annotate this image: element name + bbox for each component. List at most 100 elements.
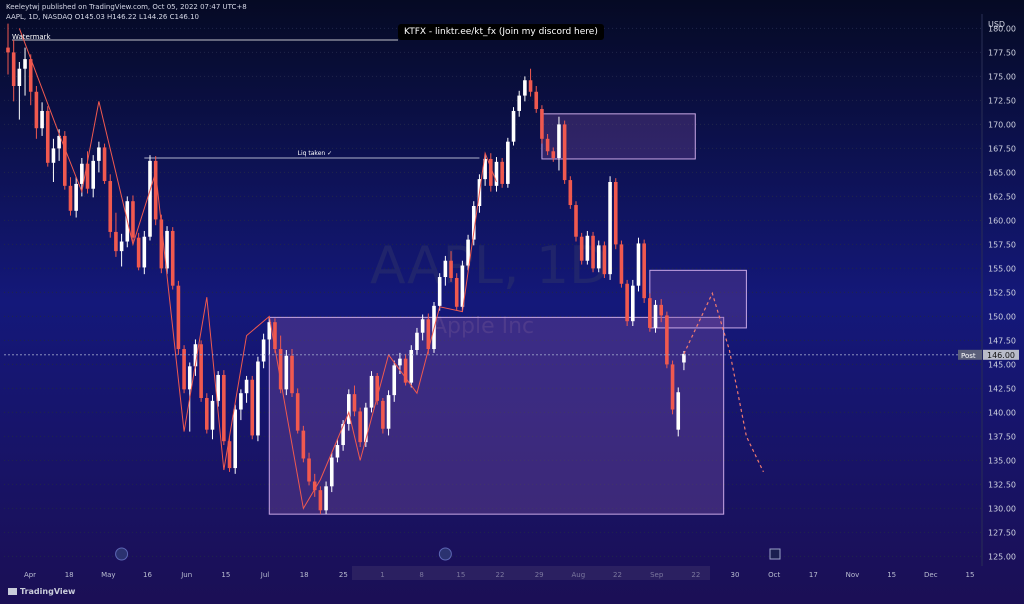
candle-body[interactable] [409, 350, 414, 383]
candle-body[interactable] [511, 110, 516, 142]
candle-body[interactable] [471, 206, 476, 240]
candle-body[interactable] [74, 183, 78, 211]
candle-body[interactable] [28, 59, 33, 92]
candle-body[interactable] [676, 392, 681, 430]
candle-body[interactable] [426, 319, 431, 350]
candle-body[interactable] [17, 68, 22, 86]
candle-body[interactable] [182, 349, 186, 390]
candle-body[interactable] [602, 245, 607, 275]
candle-body[interactable] [341, 423, 345, 446]
candle-body[interactable] [648, 298, 652, 328]
candle-body[interactable] [40, 110, 44, 129]
candle-body[interactable] [176, 285, 181, 350]
candle-body[interactable] [665, 315, 669, 365]
candle-body[interactable] [631, 285, 635, 322]
candle-body[interactable] [386, 395, 391, 429]
candle-body[interactable] [136, 237, 141, 268]
candle-body[interactable] [307, 458, 311, 482]
candle-body[interactable] [551, 151, 556, 158]
candle-body[interactable] [199, 344, 203, 398]
candle-body[interactable] [517, 95, 521, 111]
candle-body[interactable] [454, 278, 459, 307]
candle-body[interactable] [568, 180, 573, 206]
candle-body[interactable] [148, 160, 152, 237]
candle-body[interactable] [108, 181, 113, 232]
candle-body[interactable] [596, 245, 601, 269]
promo-banner[interactable]: KTFX - linktr.ee/kt_fx (Join my discord … [398, 24, 604, 40]
candle-body[interactable] [369, 375, 374, 408]
candle-body[interactable] [45, 110, 50, 163]
event-icon[interactable] [115, 547, 129, 561]
candle-body[interactable] [34, 91, 39, 129]
candle-body[interactable] [398, 358, 402, 366]
zigzag-analysis-line[interactable] [18, 28, 497, 510]
event-icon[interactable] [438, 547, 452, 561]
candle-body[interactable] [227, 441, 232, 469]
candle-body[interactable] [216, 374, 220, 401]
candle-body[interactable] [466, 239, 470, 266]
candle-body[interactable] [574, 205, 578, 237]
candle-body[interactable] [119, 241, 124, 252]
candle-body[interactable] [210, 400, 215, 430]
candle-body[interactable] [483, 158, 487, 180]
candle-body[interactable] [335, 445, 340, 458]
candle-body[interactable] [585, 235, 590, 261]
candle-body[interactable] [642, 243, 646, 299]
candle-body[interactable] [11, 52, 16, 86]
candle-body[interactable] [608, 182, 612, 275]
candle-body[interactable] [636, 243, 641, 286]
candle-body[interactable] [449, 260, 453, 278]
candle-body[interactable] [364, 407, 368, 443]
candle-body[interactable] [91, 160, 95, 189]
candle-body[interactable] [352, 394, 357, 412]
candle-body[interactable] [312, 481, 317, 491]
candle-body[interactable] [23, 59, 27, 69]
candle-body[interactable] [57, 135, 61, 149]
price-zone[interactable] [649, 269, 747, 329]
candle-body[interactable] [591, 235, 595, 269]
candle-body[interactable] [324, 486, 328, 511]
candle-body[interactable] [131, 201, 135, 238]
candle-body[interactable] [142, 236, 147, 268]
candle-body[interactable] [545, 138, 550, 152]
candle-body[interactable] [250, 379, 255, 436]
candle-body[interactable] [165, 230, 169, 269]
candle-body[interactable] [301, 430, 306, 459]
candle-body[interactable] [500, 161, 504, 184]
candle-body[interactable] [528, 80, 533, 92]
dividend-icon[interactable] [769, 548, 781, 560]
candle-body[interactable] [329, 457, 334, 487]
candle-body[interactable] [159, 219, 164, 269]
candle-body[interactable] [381, 400, 385, 429]
candle-body[interactable] [85, 163, 90, 189]
candle-body[interactable] [51, 148, 56, 163]
candle-body[interactable] [403, 358, 408, 383]
candle-body[interactable] [579, 236, 584, 261]
candle-body[interactable] [653, 304, 658, 328]
candle-body[interactable] [278, 349, 283, 390]
candle-body[interactable] [415, 332, 419, 350]
tradingview-footer[interactable]: TradingView [8, 587, 75, 596]
candle-body[interactable] [489, 158, 493, 186]
candle-body[interactable] [205, 398, 209, 430]
price-zone[interactable] [268, 316, 725, 515]
candle-body[interactable] [420, 319, 425, 333]
candle-body[interactable] [187, 366, 192, 390]
candle-body[interactable] [443, 260, 448, 278]
candle-body[interactable] [267, 322, 272, 340]
candle-body[interactable] [613, 182, 618, 245]
candle-body[interactable] [619, 244, 624, 284]
candle-body[interactable] [392, 365, 397, 396]
candle-body[interactable] [97, 147, 101, 161]
candle-body[interactable] [63, 135, 67, 186]
candle-body[interactable] [102, 147, 107, 182]
candle-body[interactable] [318, 490, 323, 511]
projection-path[interactable] [683, 291, 764, 473]
candle-body[interactable] [358, 411, 362, 443]
candle-body[interactable] [68, 185, 73, 211]
candle-body[interactable] [562, 124, 567, 181]
candle-body[interactable] [540, 109, 544, 139]
candle-body[interactable] [523, 80, 527, 96]
